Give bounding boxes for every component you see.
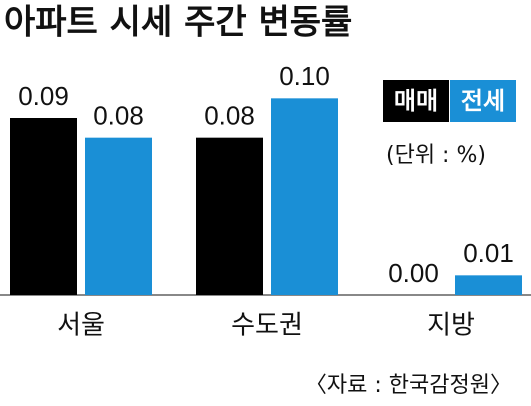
bar <box>10 118 77 295</box>
legend-label: 전세 <box>461 87 505 115</box>
value-label: 0.01 <box>463 238 514 268</box>
value-label: 0.10 <box>279 61 330 91</box>
legend-swatch <box>383 80 449 122</box>
bar <box>455 275 522 295</box>
value-label: 0.00 <box>388 258 439 288</box>
x-tick-label: 지방 <box>427 311 475 341</box>
value-label: 0.08 <box>204 101 255 131</box>
x-tick-label: 수도권 <box>231 311 303 341</box>
bar <box>196 137 263 295</box>
source: 〈자료 : 한국감정원〉 <box>305 373 512 398</box>
x-tick-label: 서울 <box>57 311 105 341</box>
legend-swatch <box>450 80 516 122</box>
value-label: 0.08 <box>93 101 144 131</box>
bar <box>271 98 338 295</box>
unit-note: (단위 : %) <box>386 143 486 168</box>
value-label: 0.09 <box>18 81 69 111</box>
bar <box>85 137 152 295</box>
legend-label: 매매 <box>394 87 438 115</box>
chart-title: 아파트 시세 주간 변동률 <box>4 3 352 43</box>
